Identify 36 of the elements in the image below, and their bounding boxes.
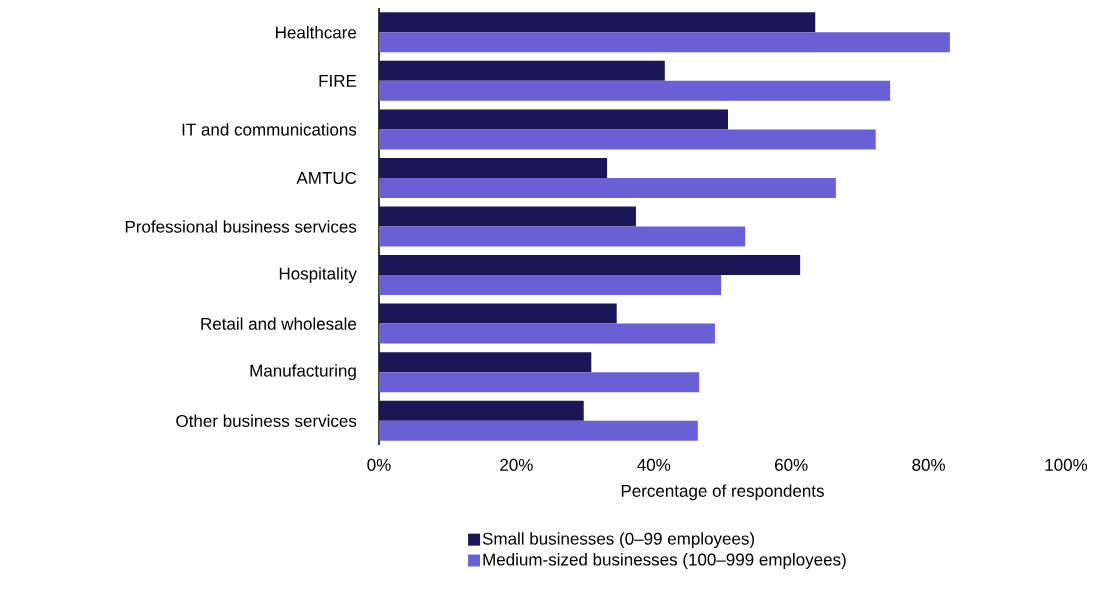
bar [379, 352, 592, 373]
bar [379, 420, 698, 441]
bar [379, 12, 816, 33]
bar [379, 303, 617, 324]
x-tick-label: 40% [637, 458, 671, 471]
bar [379, 60, 665, 81]
bar [379, 255, 801, 276]
bar [379, 129, 876, 150]
y-tick-label: Manufacturing [250, 364, 356, 381]
bar [379, 177, 836, 198]
y-tick-label: Professional business services [125, 220, 357, 233]
x-tick-label: 0% [367, 458, 391, 471]
legend-label: Medium-sized businesses (100–999 employees) [483, 553, 846, 569]
bar [379, 226, 746, 247]
legend-label: Small businesses (0–99 employees) [482, 532, 755, 549]
y-tick-label: Retail and wholesale [201, 317, 357, 330]
bar [379, 32, 950, 53]
y-tick-label: AMTUC [296, 171, 357, 184]
bar [379, 275, 722, 296]
y-tick-label: IT and communications [182, 123, 357, 136]
bar [379, 400, 584, 421]
y-tick-label: FIRE [319, 74, 357, 87]
y-tick-label: Other business services [176, 414, 357, 427]
y-tick-label: Healthcare [276, 26, 357, 39]
y-tick-label: Hospitality [279, 267, 357, 283]
bar [379, 323, 715, 344]
x-tick-label: 60% [775, 458, 808, 471]
x-tick-label: 20% [500, 458, 533, 471]
bar [379, 157, 608, 178]
x-tick-label: 80% [912, 458, 945, 471]
bar [379, 80, 891, 101]
x-axis-title: Percentage of respondents [621, 484, 824, 501]
bar [379, 109, 728, 130]
x-tick-label: 100% [1045, 458, 1088, 471]
bar [379, 206, 636, 227]
bar [379, 372, 700, 393]
